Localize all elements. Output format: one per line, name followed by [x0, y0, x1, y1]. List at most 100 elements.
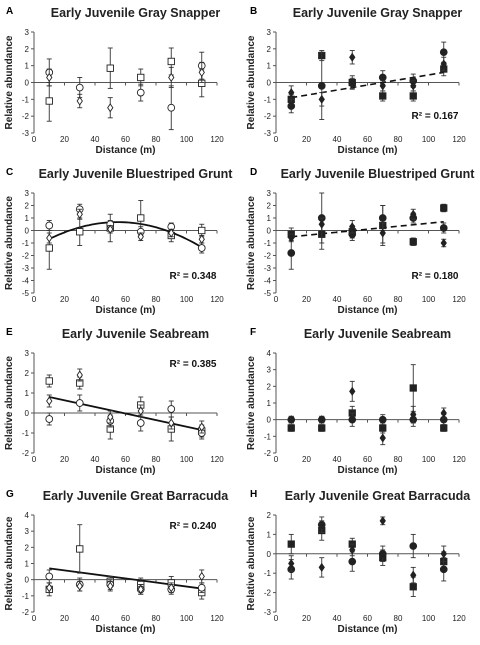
y-axis-label: Relative abundance	[246, 35, 257, 129]
x-tick-label: 40	[91, 135, 100, 144]
panel-letter: H	[250, 489, 257, 500]
data-point-square	[379, 424, 387, 432]
x-tick-label: 120	[210, 295, 224, 304]
y-tick-label: -1	[22, 592, 30, 601]
y-tick-label: 1	[267, 62, 272, 71]
data-point-circle	[167, 405, 176, 413]
x-tick-label: 60	[121, 455, 130, 464]
data-point-square	[409, 92, 417, 100]
data-point-circle	[136, 419, 145, 427]
data-point-square	[167, 57, 175, 66]
data-point-diamond	[168, 228, 175, 238]
data-point-diamond	[46, 396, 53, 406]
data-point-square	[409, 238, 417, 246]
y-tick-label: -2	[264, 252, 272, 261]
x-tick-label: 80	[152, 295, 161, 304]
x-tick-label: 120	[210, 135, 224, 144]
x-axis-label: Distance (m)	[95, 145, 155, 156]
data-point-diamond	[318, 94, 325, 104]
y-tick-label: -1	[264, 239, 272, 248]
y-tick-label: -5	[264, 289, 272, 298]
data-point-circle	[409, 542, 418, 550]
x-axis-label: Distance (m)	[95, 305, 155, 316]
x-tick-label: 40	[333, 455, 342, 464]
panel-title: Early Juvenile Bluestriped Grunt	[39, 167, 234, 181]
panel-title: Early Juvenile Seabream	[304, 327, 451, 341]
y-tick-label: -3	[264, 264, 272, 273]
x-tick-label: 120	[210, 455, 224, 464]
data-point-diamond	[379, 516, 386, 526]
data-point-diamond	[410, 81, 417, 91]
y-tick-label: -2	[22, 112, 30, 121]
data-point-diamond	[440, 59, 447, 69]
x-tick-label: 60	[363, 614, 372, 623]
y-tick-label: -3	[264, 608, 272, 617]
data-point-diamond	[76, 581, 83, 591]
y-tick-label: 0	[267, 79, 272, 88]
data-point-circle	[75, 399, 84, 407]
y-tick-label: 2	[267, 202, 272, 211]
x-tick-label: 80	[152, 455, 161, 464]
data-point-square	[45, 244, 53, 252]
x-axis-label: Distance (m)	[95, 465, 155, 476]
y-tick-label: 2	[25, 202, 30, 211]
x-tick-label: 60	[121, 295, 130, 304]
data-point-diamond	[410, 570, 417, 580]
data-point-diamond	[379, 81, 386, 91]
data-point-diamond	[107, 224, 114, 234]
x-tick-label: 100	[180, 135, 194, 144]
x-tick-label: 40	[333, 295, 342, 304]
y-tick-label: 1	[25, 389, 30, 398]
x-tick-label: 120	[210, 614, 224, 623]
data-point-square	[409, 384, 417, 392]
data-point-circle	[75, 83, 84, 92]
y-tick-label: -1	[264, 95, 272, 104]
y-tick-label: 3	[25, 189, 30, 198]
data-point-circle	[439, 224, 448, 232]
y-tick-label: 0	[25, 409, 30, 418]
x-tick-label: 120	[452, 614, 466, 623]
x-tick-label: 0	[32, 295, 37, 304]
x-tick-label: 0	[32, 614, 37, 623]
data-point-diamond	[440, 408, 447, 418]
panel-letter: E	[6, 327, 13, 338]
x-tick-label: 40	[333, 614, 342, 623]
x-tick-label: 0	[32, 455, 37, 464]
data-point-square	[137, 73, 145, 82]
data-point-diamond	[288, 558, 295, 569]
x-tick-label: 120	[452, 135, 466, 144]
data-point-circle	[439, 565, 448, 574]
data-point-square	[76, 545, 84, 553]
data-point-circle	[348, 79, 357, 88]
data-point-diamond	[198, 422, 205, 432]
panel-a: A Early Juvenile Gray Snapper -3 -2 -1 0 1 2 3 0 2…	[4, 6, 224, 156]
y-tick-label: 1	[267, 214, 272, 223]
y-axis-label: Relative abundance	[246, 196, 257, 290]
panel-title: Early Juvenile Gray Snapper	[293, 6, 463, 20]
data-point-circle	[197, 583, 206, 592]
data-point-diamond	[440, 238, 447, 248]
data-point-diamond	[76, 370, 83, 380]
data-point-circle	[45, 415, 54, 423]
y-tick-label: 2	[25, 45, 30, 54]
panel-letter: C	[6, 167, 13, 178]
trend-line	[49, 567, 202, 590]
x-tick-label: 0	[274, 455, 279, 464]
data-point-diamond	[76, 209, 83, 219]
data-point-diamond	[46, 233, 53, 243]
x-tick-label: 80	[394, 614, 403, 623]
data-point-circle	[378, 415, 387, 424]
x-axis-label: Distance (m)	[337, 624, 397, 635]
data-point-diamond	[107, 581, 114, 591]
x-tick-label: 20	[302, 455, 311, 464]
data-point-diamond	[76, 96, 83, 106]
y-tick-label: 0	[267, 550, 272, 559]
data-point-square	[318, 424, 326, 432]
x-tick-label: 100	[422, 455, 436, 464]
y-tick-label: 1	[25, 214, 30, 223]
x-tick-label: 20	[60, 295, 69, 304]
x-tick-label: 80	[394, 295, 403, 304]
x-tick-label: 0	[274, 614, 279, 623]
y-tick-label: 4	[25, 511, 30, 520]
